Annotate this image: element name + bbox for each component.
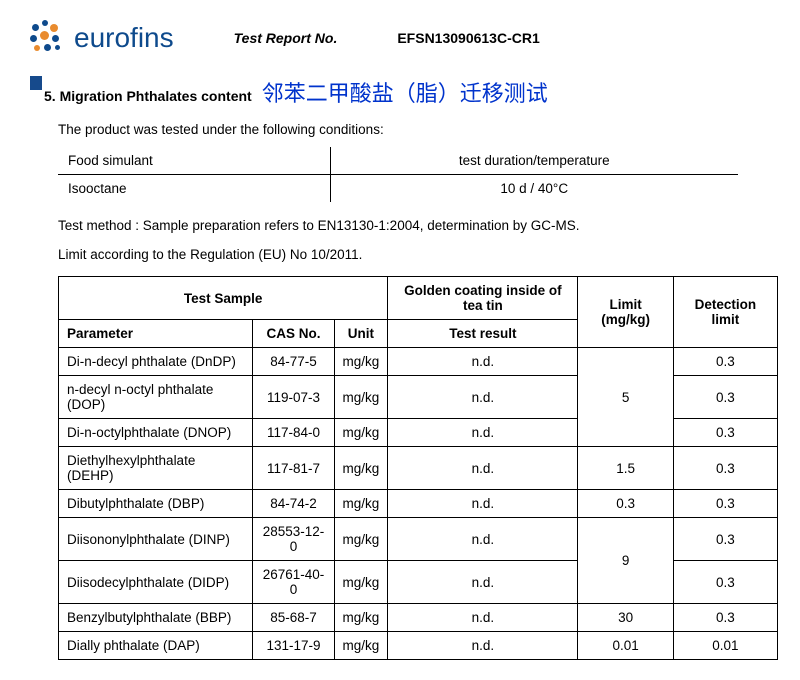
section-title: 5. Migration Phthalates content (44, 88, 252, 104)
report-number: EFSN13090613C-CR1 (397, 30, 539, 46)
th-cas: CAS No. (253, 320, 334, 348)
cell-detection: 0.01 (673, 632, 777, 660)
logo-text: eurofins (74, 22, 174, 54)
th-golden: Golden coating inside of tea tin (388, 277, 578, 320)
cell-limit: 9 (578, 518, 673, 604)
cell-unit: mg/kg (334, 604, 388, 632)
cell-detection: 0.3 (673, 447, 777, 490)
report-header: eurofins Test Report No. EFSN13090613C-C… (30, 20, 770, 56)
cell-cas: 26761-40-0 (253, 561, 334, 604)
cell-parameter: Di-n-decyl phthalate (DnDP) (59, 348, 253, 376)
cond-val-duration: 10 d / 40°C (330, 175, 738, 203)
table-row: Di-n-decyl phthalate (DnDP)84-77-5mg/kgn… (59, 348, 778, 376)
section-title-cjk: 邻苯二甲酸盐（脂）迁移测试 (262, 76, 548, 108)
cell-result: n.d. (388, 632, 578, 660)
th-unit: Unit (334, 320, 388, 348)
cell-cas: 119-07-3 (253, 376, 334, 419)
cell-unit: mg/kg (334, 518, 388, 561)
cell-parameter: Diethylhexylphthalate (DEHP) (59, 447, 253, 490)
logo: eurofins (30, 20, 174, 56)
cell-cas: 84-74-2 (253, 490, 334, 518)
cell-unit: mg/kg (334, 348, 388, 376)
section-marker-icon (30, 76, 42, 90)
cell-unit: mg/kg (334, 561, 388, 604)
cell-parameter: Di-n-octylphthalate (DNOP) (59, 419, 253, 447)
table-row: Dially phthalate (DAP)131-17-9mg/kgn.d.0… (59, 632, 778, 660)
cell-parameter: Benzylbutylphthalate (BBP) (59, 604, 253, 632)
cell-limit: 1.5 (578, 447, 673, 490)
th-result: Test result (388, 320, 578, 348)
intro-text: The product was tested under the followi… (58, 122, 770, 137)
cell-limit: 5 (578, 348, 673, 447)
cell-limit: 0.3 (578, 490, 673, 518)
cell-parameter: n-decyl n-octyl phthalate (DOP) (59, 376, 253, 419)
cell-unit: mg/kg (334, 419, 388, 447)
th-detection: Detection limit (673, 277, 777, 348)
cell-limit: 30 (578, 604, 673, 632)
cond-head-duration: test duration/temperature (330, 147, 738, 175)
results-table: Test Sample Golden coating inside of tea… (58, 276, 778, 660)
th-parameter: Parameter (59, 320, 253, 348)
cell-result: n.d. (388, 419, 578, 447)
cell-detection: 0.3 (673, 348, 777, 376)
cell-cas: 85-68-7 (253, 604, 334, 632)
cell-unit: mg/kg (334, 490, 388, 518)
report-label: Test Report No. (234, 30, 338, 46)
th-limit: Limit (mg/kg) (578, 277, 673, 348)
cell-parameter: Dibutylphthalate (DBP) (59, 490, 253, 518)
cell-unit: mg/kg (334, 632, 388, 660)
table-row: Diethylhexylphthalate (DEHP)117-81-7mg/k… (59, 447, 778, 490)
table-row: Benzylbutylphthalate (BBP)85-68-7mg/kgn.… (59, 604, 778, 632)
table-row: Diisononylphthalate (DINP)28553-12-0mg/k… (59, 518, 778, 561)
cell-detection: 0.3 (673, 518, 777, 561)
cell-unit: mg/kg (334, 376, 388, 419)
cond-val-simulant: Isooctane (58, 175, 330, 203)
conditions-table: Food simulant test duration/temperature … (58, 147, 738, 202)
cell-detection: 0.3 (673, 419, 777, 447)
cell-detection: 0.3 (673, 490, 777, 518)
cond-head-simulant: Food simulant (58, 147, 330, 175)
section-title-row: 5. Migration Phthalates content 邻苯二甲酸盐（脂… (44, 76, 770, 108)
cell-result: n.d. (388, 518, 578, 561)
cell-detection: 0.3 (673, 561, 777, 604)
cell-cas: 84-77-5 (253, 348, 334, 376)
method-text: Test method : Sample preparation refers … (58, 218, 770, 233)
cell-result: n.d. (388, 490, 578, 518)
cell-limit: 0.01 (578, 632, 673, 660)
cell-result: n.d. (388, 561, 578, 604)
cell-parameter: Diisononylphthalate (DINP) (59, 518, 253, 561)
cell-cas: 117-81-7 (253, 447, 334, 490)
cell-detection: 0.3 (673, 604, 777, 632)
cell-cas: 131-17-9 (253, 632, 334, 660)
cell-cas: 28553-12-0 (253, 518, 334, 561)
limit-text: Limit according to the Regulation (EU) N… (58, 247, 770, 262)
logo-mark-icon (30, 20, 66, 56)
cell-result: n.d. (388, 447, 578, 490)
cell-unit: mg/kg (334, 447, 388, 490)
cell-parameter: Diisodecylphthalate (DIDP) (59, 561, 253, 604)
cell-result: n.d. (388, 604, 578, 632)
cell-result: n.d. (388, 348, 578, 376)
cell-detection: 0.3 (673, 376, 777, 419)
table-row: Dibutylphthalate (DBP)84-74-2mg/kgn.d.0.… (59, 490, 778, 518)
cell-parameter: Dially phthalate (DAP) (59, 632, 253, 660)
cell-cas: 117-84-0 (253, 419, 334, 447)
th-test-sample: Test Sample (59, 277, 388, 320)
cell-result: n.d. (388, 376, 578, 419)
